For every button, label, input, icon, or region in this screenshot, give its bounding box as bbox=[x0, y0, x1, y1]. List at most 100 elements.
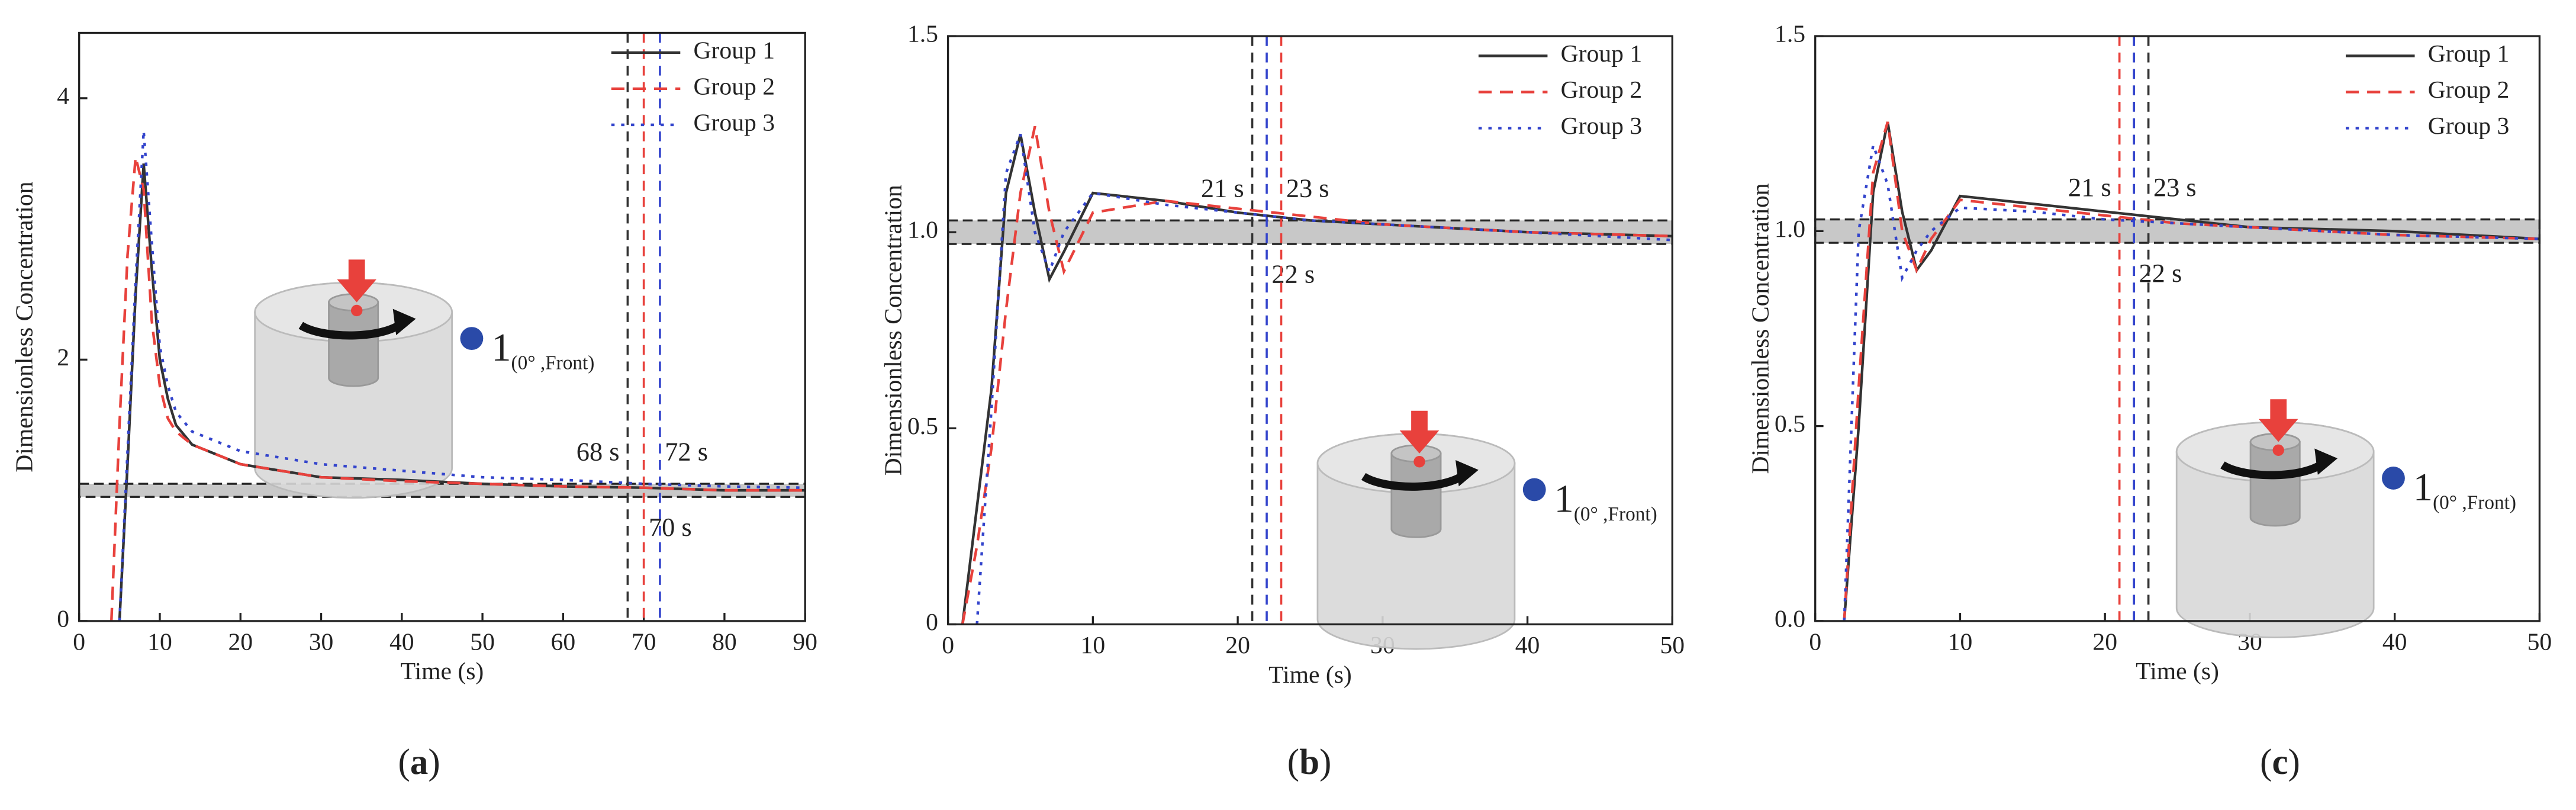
inset-rotation bbox=[2220, 458, 2327, 480]
y-tick-label: 1.5 bbox=[907, 21, 938, 48]
inset-core bbox=[1390, 452, 1442, 538]
y-tick-label: 0.0 bbox=[1775, 605, 1805, 632]
marker-label: 23 s bbox=[2153, 172, 2197, 202]
inset-label: 1 bbox=[2413, 466, 2433, 509]
x-axis-label: Time (s) bbox=[2136, 658, 2219, 685]
series-line bbox=[118, 163, 806, 622]
caption-part: ) bbox=[1319, 742, 1331, 782]
inset-inlet-arrow bbox=[1399, 410, 1440, 454]
y-tick-label: 1.5 bbox=[1775, 21, 1805, 48]
y-tick-label: 0.5 bbox=[1775, 410, 1805, 438]
legend-label: Group 1 bbox=[2428, 40, 2510, 68]
caption: (b) bbox=[1287, 742, 1332, 782]
inset-label: 1 bbox=[491, 326, 511, 369]
x-axis-label: Time (s) bbox=[401, 658, 484, 685]
legend-label: Group 3 bbox=[1561, 112, 1643, 140]
x-tick-label: 0 bbox=[942, 632, 954, 659]
x-tick-label: 60 bbox=[551, 628, 576, 655]
x-tick-label: 80 bbox=[712, 628, 737, 655]
inset-inlet bbox=[350, 304, 363, 317]
caption: (c) bbox=[2260, 742, 2300, 782]
marker-label: 21 s bbox=[1201, 173, 1244, 203]
inset-inlet bbox=[2272, 444, 2284, 457]
caption-part: c bbox=[2272, 742, 2288, 782]
marker-label: 70 s bbox=[649, 512, 692, 542]
legend-label: Group 3 bbox=[2428, 112, 2510, 140]
caption: (a) bbox=[398, 742, 440, 782]
y-axis-label: Dimensionless Concentration bbox=[880, 185, 907, 475]
x-tick-label: 0 bbox=[1809, 628, 1821, 655]
inset-sublabel: (0° ,Front) bbox=[2433, 492, 2516, 514]
plot-frame bbox=[78, 31, 806, 622]
inset-inlet-arrow bbox=[337, 259, 376, 303]
x-tick-label: 10 bbox=[1948, 628, 1973, 655]
y-tick-label: 2 bbox=[57, 344, 69, 371]
marker-label: 22 s bbox=[1271, 259, 1315, 289]
legend-label: Group 3 bbox=[694, 109, 775, 136]
legend-label: Group 1 bbox=[694, 37, 775, 64]
x-tick-label: 40 bbox=[1515, 632, 1540, 659]
x-tick-label: 10 bbox=[1081, 632, 1106, 659]
caption-part: ( bbox=[398, 742, 410, 782]
tolerance-band bbox=[1814, 218, 2541, 244]
inset-sublabel: (0° ,Front) bbox=[1574, 503, 1657, 525]
caption-part: b bbox=[1299, 742, 1319, 782]
inset-probe bbox=[2382, 467, 2405, 490]
legend-label: Group 1 bbox=[1561, 40, 1643, 68]
marker-label: 21 s bbox=[2068, 172, 2111, 202]
marker-label: 68 s bbox=[577, 436, 620, 466]
x-tick-label: 20 bbox=[2092, 628, 2117, 655]
x-tick-label: 50 bbox=[470, 628, 495, 655]
caption-part: ) bbox=[2288, 742, 2300, 782]
x-tick-label: 40 bbox=[389, 628, 414, 655]
caption-part: a bbox=[410, 742, 429, 782]
series-line bbox=[1843, 121, 2540, 622]
caption-part: ( bbox=[1287, 742, 1299, 782]
y-tick-label: 0 bbox=[926, 609, 938, 636]
x-tick-label: 0 bbox=[73, 628, 85, 655]
y-tick-label: 4 bbox=[57, 82, 69, 110]
x-axis-label: Time (s) bbox=[1268, 661, 1352, 689]
panel: 0 10 20 30 40 50 60 70 80 90 0 2 4 Time (s) Dimensionl… bbox=[11, 31, 817, 782]
marker-label: 72 s bbox=[665, 436, 708, 466]
inset-sublabel: (0° ,Front) bbox=[511, 352, 594, 374]
x-tick-label: 40 bbox=[2382, 628, 2407, 655]
legend-label: Group 2 bbox=[1561, 76, 1643, 104]
y-tick-label: 0.5 bbox=[907, 413, 938, 440]
inset-rotation bbox=[1361, 470, 1469, 491]
inset-probe bbox=[1522, 478, 1546, 502]
x-tick-label: 90 bbox=[793, 628, 817, 655]
x-tick-label: 20 bbox=[228, 628, 253, 655]
caption-part: ( bbox=[2260, 742, 2272, 782]
inset-rotation-head bbox=[2314, 448, 2338, 475]
x-tick-label: 10 bbox=[147, 628, 172, 655]
plot-frame bbox=[946, 35, 1673, 626]
series-line bbox=[1843, 140, 2540, 621]
y-axis-label: Dimensionless Concentration bbox=[11, 181, 38, 472]
y-tick-label: 0 bbox=[57, 605, 69, 632]
inset-rotation-head bbox=[392, 308, 416, 336]
x-tick-label: 50 bbox=[2527, 628, 2552, 655]
series-line bbox=[110, 156, 806, 621]
y-tick-label: 1.0 bbox=[907, 217, 938, 244]
legend-label: Group 2 bbox=[694, 73, 775, 100]
series-line bbox=[961, 126, 1673, 625]
y-tick-label: 1.0 bbox=[1775, 216, 1805, 243]
inset-probe bbox=[460, 327, 484, 351]
inset-inlet-arrow bbox=[2258, 399, 2298, 442]
x-tick-label: 20 bbox=[1225, 632, 1250, 659]
inset-rotation bbox=[298, 319, 406, 340]
y-axis-label: Dimensionless Concentration bbox=[1747, 183, 1774, 474]
caption-part: ) bbox=[428, 742, 440, 782]
plot-frame bbox=[1814, 35, 2541, 622]
series-line bbox=[975, 133, 1673, 625]
marker-label: 22 s bbox=[2139, 258, 2182, 288]
x-tick-label: 30 bbox=[309, 628, 334, 655]
inset-core bbox=[2249, 441, 2301, 527]
x-tick-label: 50 bbox=[1660, 632, 1685, 659]
x-tick-label: 70 bbox=[632, 628, 656, 655]
